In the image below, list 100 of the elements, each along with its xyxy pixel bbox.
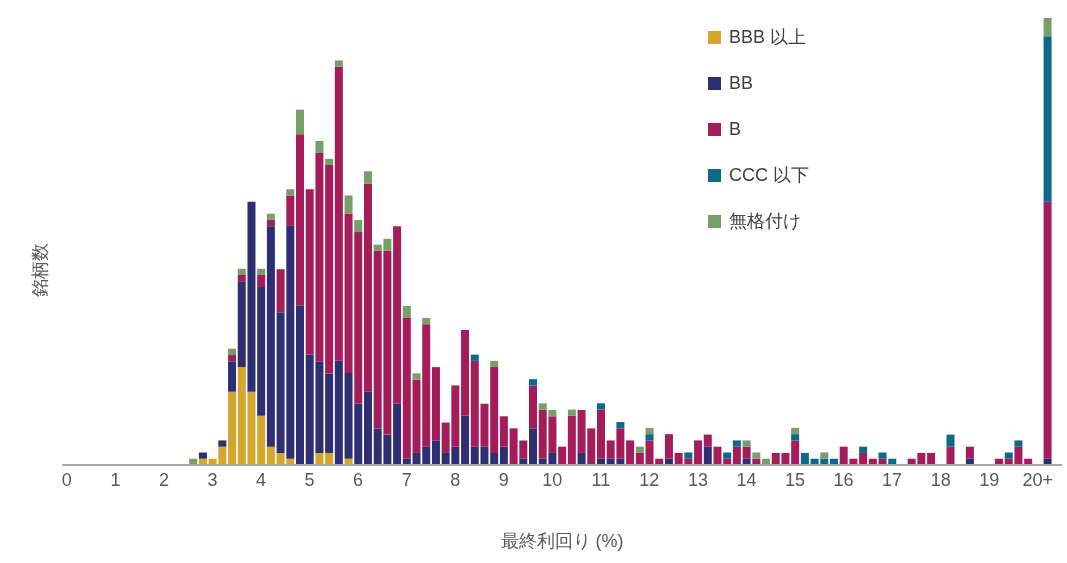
bar xyxy=(558,446,567,465)
bar xyxy=(596,403,605,410)
bar xyxy=(946,446,955,465)
bar xyxy=(878,452,887,459)
bar xyxy=(490,367,499,453)
x-tick-label: 11 xyxy=(591,469,611,490)
bar xyxy=(645,434,654,441)
x-tick-label: 20+ xyxy=(1022,469,1053,490)
bar xyxy=(859,452,868,465)
bar xyxy=(684,452,693,459)
bar xyxy=(257,287,266,416)
bar xyxy=(296,134,305,306)
bar xyxy=(228,391,237,465)
bar xyxy=(461,415,470,465)
bar xyxy=(752,452,761,459)
bar xyxy=(315,140,324,153)
bar xyxy=(334,60,343,67)
bar xyxy=(742,446,751,459)
bar xyxy=(742,440,751,447)
bar xyxy=(548,410,557,417)
bar xyxy=(325,165,334,374)
bar xyxy=(296,109,305,135)
bar xyxy=(820,452,829,459)
x-tick-label: 19 xyxy=(979,469,1000,490)
bar xyxy=(927,452,936,465)
x-tick-label: 2 xyxy=(158,469,169,490)
bar xyxy=(1014,440,1023,447)
bar xyxy=(344,195,353,214)
bar xyxy=(363,391,372,465)
x-tick-label: 17 xyxy=(882,469,903,490)
y-axis-title: 銘柄数 xyxy=(29,242,51,299)
bar xyxy=(266,446,275,465)
bar xyxy=(1043,36,1052,202)
x-tick-label: 3 xyxy=(207,469,218,490)
x-tick-label: 6 xyxy=(353,469,364,490)
bar xyxy=(218,440,227,447)
bar xyxy=(266,213,275,221)
x-tick-label: 15 xyxy=(784,469,806,490)
legend-label: B xyxy=(729,118,742,140)
x-tick-label: 14 xyxy=(736,469,757,490)
bar xyxy=(412,373,421,380)
bar xyxy=(393,226,402,404)
bar xyxy=(286,195,295,226)
bar xyxy=(529,385,538,429)
bar xyxy=(257,275,266,288)
bar xyxy=(461,330,470,416)
bar xyxy=(635,446,644,453)
x-tick-label: 18 xyxy=(930,469,951,490)
bar xyxy=(577,452,586,465)
bar xyxy=(859,446,868,453)
bar xyxy=(431,440,440,465)
bar xyxy=(791,434,800,441)
bar xyxy=(490,452,499,465)
legend-label: CCC 以下 xyxy=(729,164,809,187)
x-tick-label: 4 xyxy=(256,469,267,490)
bar xyxy=(635,452,644,465)
bar xyxy=(529,428,538,465)
bar xyxy=(237,268,246,276)
legend-label: 無格付け xyxy=(729,210,801,233)
bar xyxy=(499,446,508,465)
bar xyxy=(334,66,343,361)
bar xyxy=(354,220,363,233)
bar xyxy=(616,422,625,429)
bar xyxy=(257,268,266,276)
x-tick-label: 1 xyxy=(110,469,121,490)
bar xyxy=(431,367,440,441)
bar xyxy=(694,440,703,465)
x-axis-title: 最終利回り (%) xyxy=(500,531,624,551)
bar xyxy=(325,158,334,166)
bar xyxy=(596,409,605,459)
bar xyxy=(626,440,635,465)
x-tick-label: 7 xyxy=(401,469,412,490)
bar xyxy=(1043,18,1052,37)
bar xyxy=(325,452,334,465)
bar xyxy=(276,269,285,313)
bar xyxy=(228,361,237,392)
bar xyxy=(315,452,324,465)
bar xyxy=(732,446,741,465)
bar xyxy=(791,440,800,465)
bar xyxy=(664,434,673,459)
x-tick-label: 13 xyxy=(687,469,708,490)
bar xyxy=(1004,452,1013,459)
bar xyxy=(286,189,295,196)
bar xyxy=(538,403,547,410)
x-tick-label: 0 xyxy=(61,469,72,490)
bar xyxy=(499,416,508,447)
bar xyxy=(237,275,246,282)
bar xyxy=(198,452,207,459)
bar xyxy=(791,427,800,435)
bar xyxy=(529,379,538,386)
bar xyxy=(422,317,431,325)
bar xyxy=(645,427,654,435)
bar xyxy=(363,171,372,184)
bar xyxy=(732,440,741,447)
bar xyxy=(703,434,712,447)
bar xyxy=(723,452,732,459)
bar xyxy=(266,220,275,227)
bar xyxy=(228,355,237,362)
x-tick-label: 9 xyxy=(498,469,509,490)
bar xyxy=(257,415,266,465)
